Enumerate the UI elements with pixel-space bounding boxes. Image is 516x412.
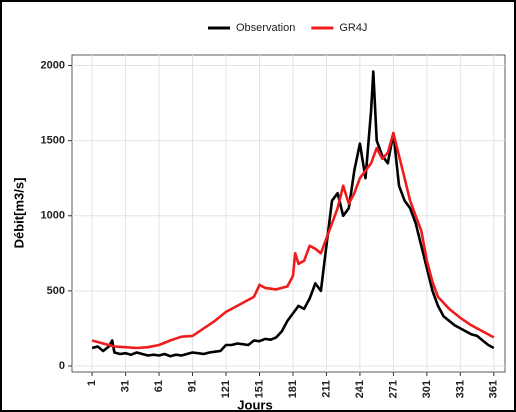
x-tick-label: 361 [488,380,500,398]
y-axis-label: Débit[m3/s] [11,178,26,249]
y-tick-label: 1000 [41,210,65,222]
x-tick-label: 31 [119,380,131,392]
x-tick-label: 181 [287,380,299,398]
plot-panel [71,54,506,373]
x-tick-label: 211 [320,380,332,398]
series-line [91,70,495,358]
x-tick-label: 61 [153,380,165,392]
x-tick-label: 331 [454,380,466,398]
y-tick-label: 500 [47,285,65,297]
x-axis-label: Jours [237,397,272,412]
x-tick-label: 91 [186,380,198,392]
x-tick-label: 121 [220,380,232,398]
series-line [91,131,495,350]
x-tick-label: 151 [253,380,265,398]
x-tick-label: 241 [354,380,366,398]
x-tick-label: 271 [387,380,399,398]
x-tick-label: 301 [421,380,433,398]
legend-label: GR4J [339,22,367,34]
y-tick-label: 1500 [41,135,65,147]
y-tick-label: 0 [59,360,65,372]
legend-label: Observation [236,22,295,34]
y-tick-label: 2000 [41,59,65,71]
x-tick-label: 1 [86,380,98,386]
